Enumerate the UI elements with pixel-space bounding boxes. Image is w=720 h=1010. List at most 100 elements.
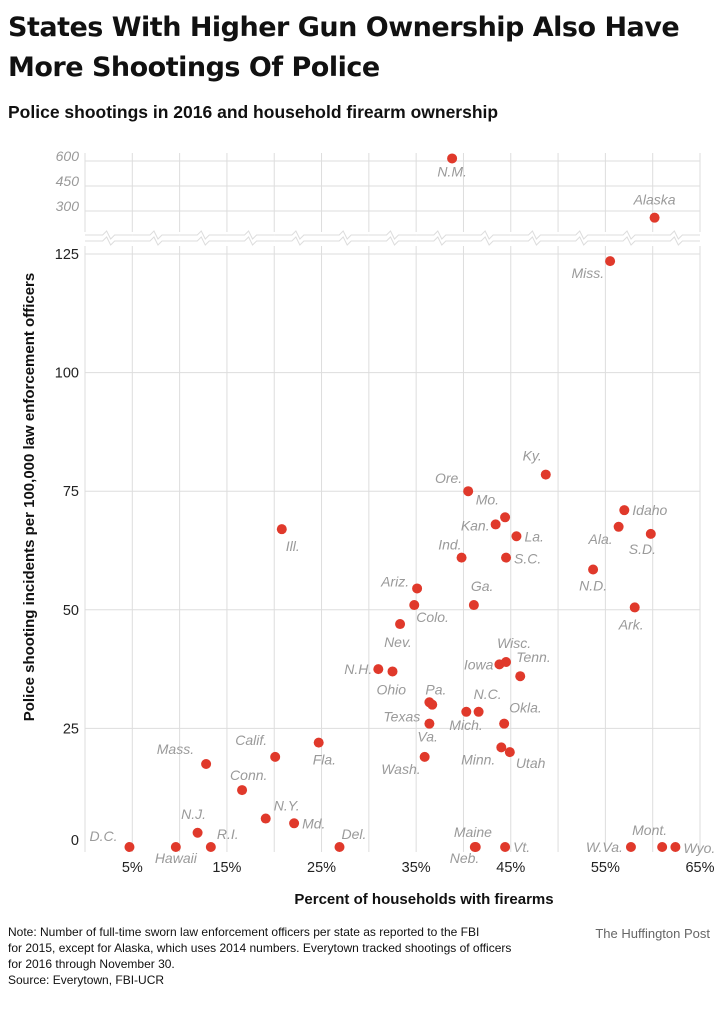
point-alaska[interactable] xyxy=(649,212,660,223)
point-conn[interactable] xyxy=(237,785,248,796)
x-tick-label: 5% xyxy=(122,860,143,876)
point-n-m[interactable] xyxy=(447,153,458,164)
point-okla[interactable] xyxy=(499,718,510,729)
point-label-neb: Neb. xyxy=(450,850,480,866)
point-del[interactable] xyxy=(334,842,345,852)
axis-break-zigzag xyxy=(510,236,559,246)
point-label-okla: Okla. xyxy=(509,700,542,716)
point-texas[interactable] xyxy=(427,699,438,710)
point-la[interactable] xyxy=(511,531,522,542)
axis-break-zigzag xyxy=(463,236,511,246)
point-ill[interactable] xyxy=(276,524,287,535)
chart-title: States With Higher Gun Ownership Also Ha… xyxy=(8,12,680,83)
y-tick-label-upper: 450 xyxy=(56,173,80,189)
axis-break-zigzag xyxy=(179,236,227,246)
point-ind[interactable] xyxy=(456,552,467,563)
point-label-texas: Texas xyxy=(383,709,420,725)
point-ariz[interactable] xyxy=(412,583,423,594)
data-points xyxy=(124,153,681,852)
x-tick-label: 15% xyxy=(212,860,241,876)
y-tick-label-upper: 300 xyxy=(56,198,80,214)
point-ky[interactable] xyxy=(540,469,551,480)
point-vt[interactable] xyxy=(500,842,511,852)
point-ohio[interactable] xyxy=(387,666,398,677)
point-label-hawaii: Hawaii xyxy=(155,850,198,866)
y-tick-label: 0 xyxy=(71,833,79,849)
point-label-w-va: W.Va. xyxy=(586,839,623,855)
point-nev[interactable] xyxy=(395,619,406,630)
axis-break-zigzag xyxy=(226,236,275,246)
point-neb[interactable] xyxy=(470,842,481,852)
point-label-ariz: Ariz. xyxy=(380,573,409,589)
point-n-d[interactable] xyxy=(588,564,599,575)
point-label-n-m: N.M. xyxy=(437,163,467,179)
point-md[interactable] xyxy=(289,818,300,829)
point-label-ala: Ala. xyxy=(588,531,613,547)
point-wash[interactable] xyxy=(419,751,430,762)
point-label-mont: Mont. xyxy=(632,822,667,838)
point-label-n-j: N.J. xyxy=(181,806,206,822)
point-n-j[interactable] xyxy=(192,827,203,838)
point-s-c[interactable] xyxy=(501,552,512,563)
point-label-ind: Ind. xyxy=(438,537,461,553)
point-calif[interactable] xyxy=(270,751,281,762)
point-label-ky: Ky. xyxy=(523,448,542,464)
point-n-c[interactable] xyxy=(473,706,484,717)
axis-break-zigzag xyxy=(558,230,606,240)
point-label-nev: Nev. xyxy=(384,634,412,650)
x-tick-label: 65% xyxy=(685,860,714,876)
point-s-d[interactable] xyxy=(645,528,656,539)
point-kan[interactable] xyxy=(490,519,501,530)
point-va[interactable] xyxy=(424,718,435,729)
scatter-chart: 0 25 50 75 100 125 600 450 300 5% 15% 25% 35% 45% 55% 6… xyxy=(21,148,715,908)
point-label-s-d: S.D. xyxy=(629,541,656,557)
point-minn[interactable] xyxy=(496,742,507,753)
point-mass[interactable] xyxy=(201,758,212,769)
point-mont[interactable] xyxy=(657,842,668,852)
point-utah[interactable] xyxy=(504,747,515,758)
point-miss[interactable] xyxy=(605,256,616,267)
point-mo[interactable] xyxy=(500,512,511,523)
point-label-miss: Miss. xyxy=(571,265,604,281)
x-tick-label: 25% xyxy=(307,860,336,876)
x-axis-title: Percent of households with firearms xyxy=(294,891,553,908)
point-idaho[interactable] xyxy=(619,505,630,516)
point-hawaii[interactable] xyxy=(170,842,181,852)
point-label-wash: Wash. xyxy=(381,761,420,777)
point-ark[interactable] xyxy=(629,602,640,613)
point-label-conn: Conn. xyxy=(230,767,267,783)
point-mich[interactable] xyxy=(461,706,472,717)
point-colo[interactable] xyxy=(409,600,420,611)
point-w-va[interactable] xyxy=(625,842,636,852)
point-label-mich: Mich. xyxy=(449,717,482,733)
point-labels: D.C. Hawaii R.I. N.J. Mass. Conn. N.Y. Calif. Il… xyxy=(89,163,715,866)
axis-break-zigzag xyxy=(510,230,559,240)
point-label-ark: Ark. xyxy=(618,616,644,632)
point-tenn[interactable] xyxy=(515,671,526,682)
point-label-ill: Ill. xyxy=(286,538,300,554)
axis-break-zigzag xyxy=(274,230,322,240)
point-n-h[interactable] xyxy=(373,664,384,675)
point-label-wyo: Wyo. xyxy=(683,840,715,856)
point-ga[interactable] xyxy=(468,600,479,611)
point-label-md: Md. xyxy=(302,815,325,831)
point-wisc[interactable] xyxy=(501,656,512,667)
source-note: Note: Number of full-time sworn law enfo… xyxy=(8,925,512,987)
point-ore[interactable] xyxy=(463,486,474,497)
axis-break xyxy=(85,230,700,246)
y-tick-label: 75 xyxy=(63,484,79,500)
point-fla[interactable] xyxy=(313,737,324,748)
point-wyo[interactable] xyxy=(670,842,681,852)
point-r-i[interactable] xyxy=(205,842,216,852)
point-d-c[interactable] xyxy=(124,842,135,852)
point-ala[interactable] xyxy=(613,521,624,532)
point-label-vt: Vt. xyxy=(513,839,530,855)
point-label-n-c: N.C. xyxy=(474,686,502,702)
axis-break-zigzag xyxy=(463,230,511,240)
x-tick-label: 45% xyxy=(496,860,525,876)
point-label-mo: Mo. xyxy=(476,491,499,507)
axis-ticks: 0 25 50 75 100 125 600 450 300 5% 15% 25% 35% 45% 55% 6… xyxy=(55,148,715,876)
point-label-wisc: Wisc. xyxy=(497,635,531,651)
point-n-y[interactable] xyxy=(260,813,271,824)
point-label-r-i: R.I. xyxy=(217,826,239,842)
